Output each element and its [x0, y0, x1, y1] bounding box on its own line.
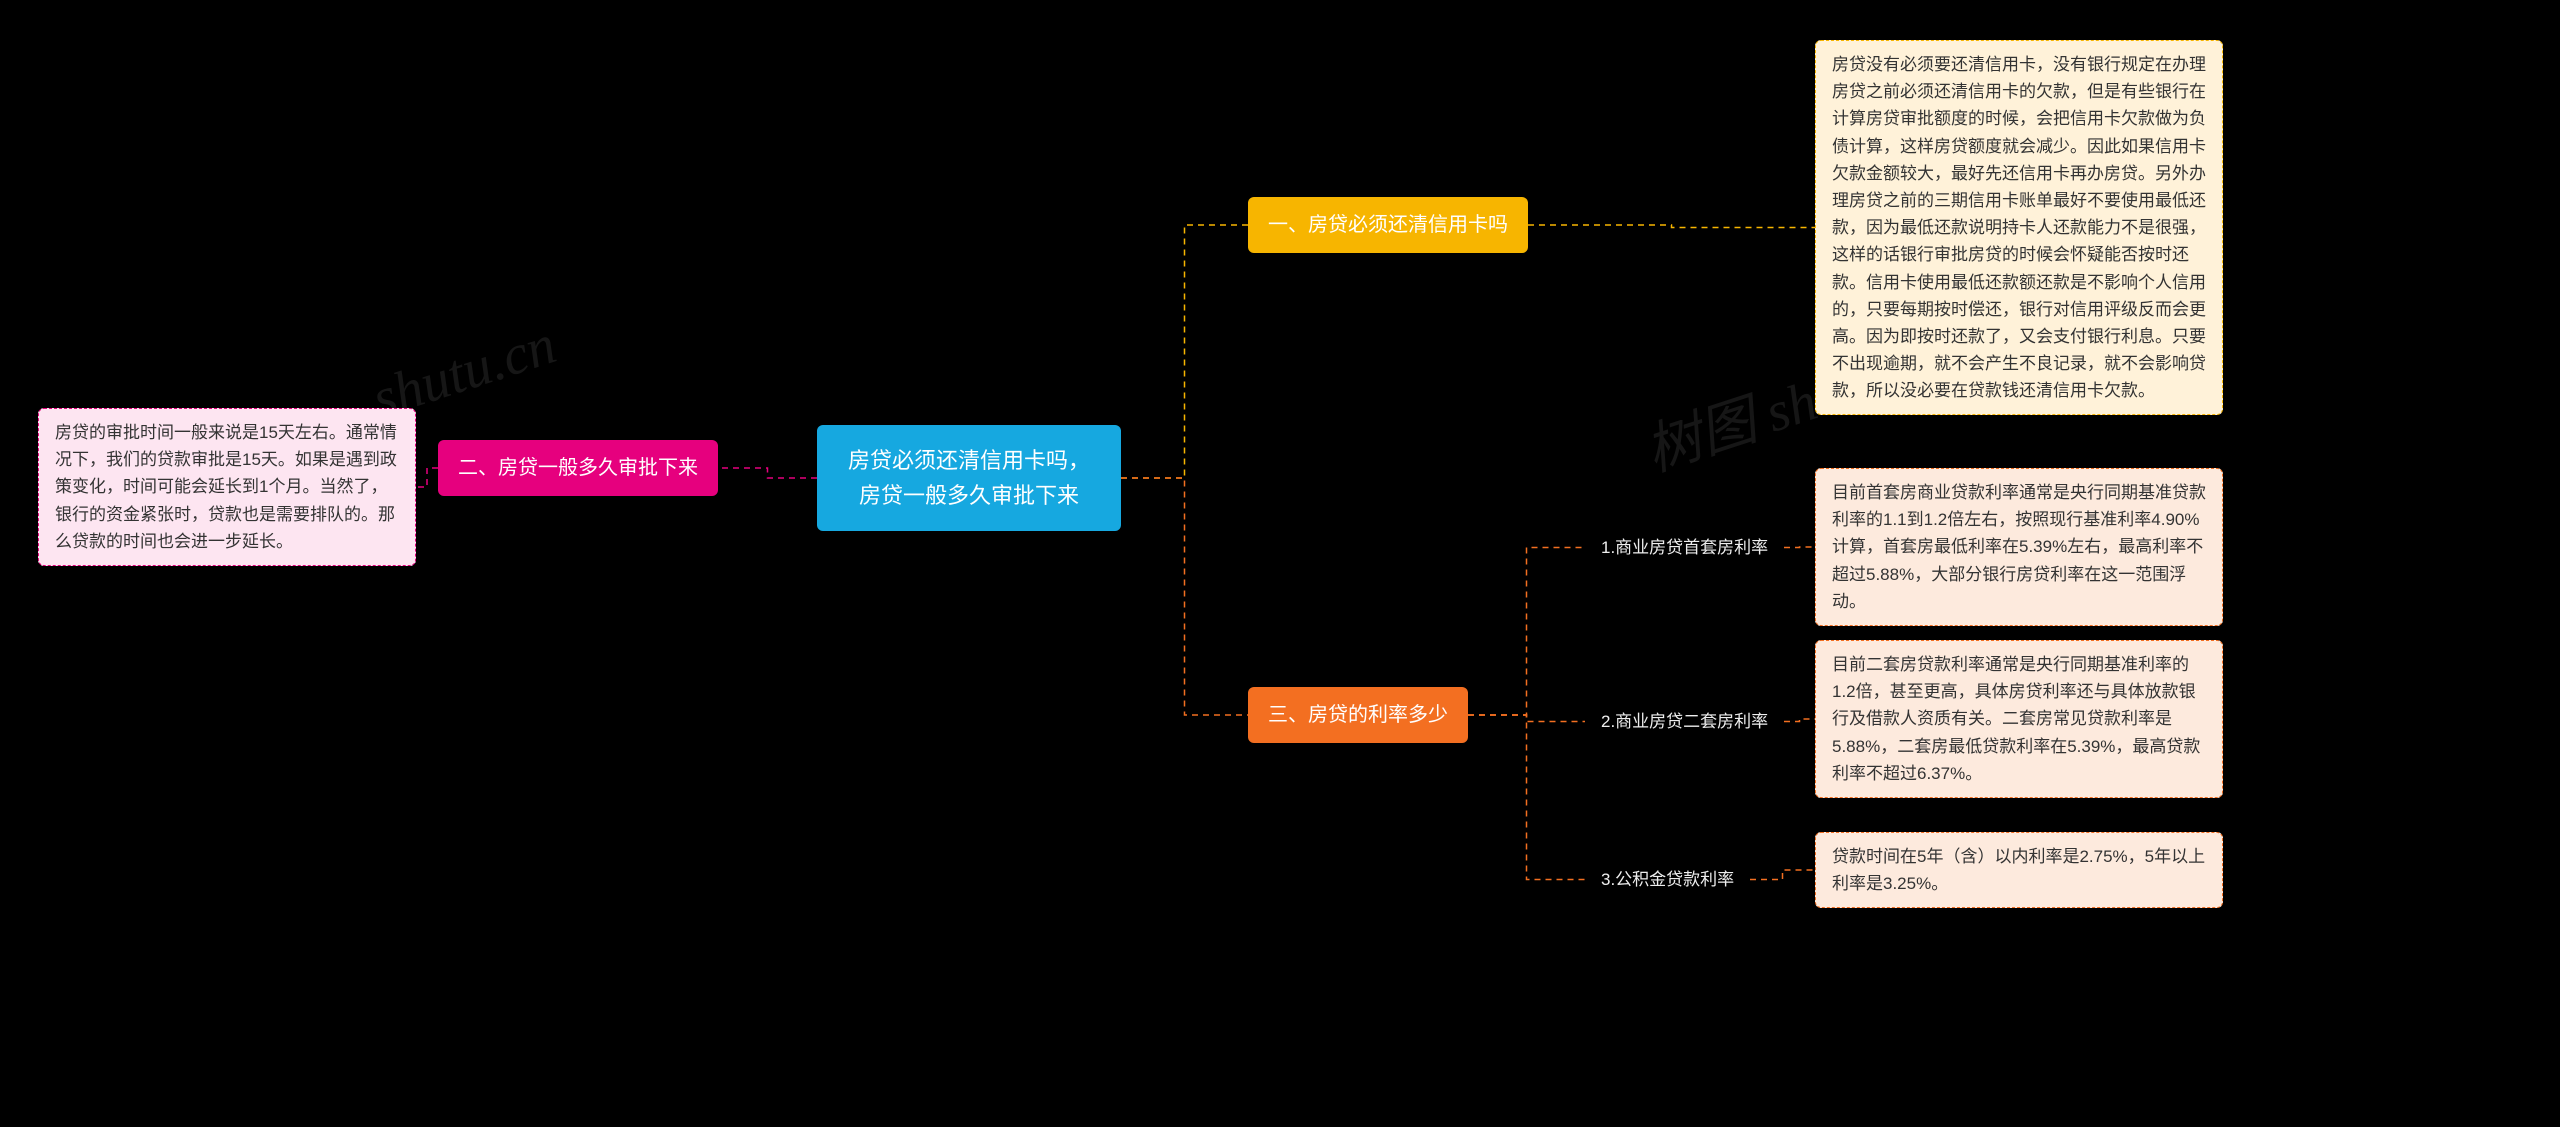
branch-approval-time[interactable]: 二、房贷一般多久审批下来: [438, 440, 718, 496]
sub-commercial-second-rate[interactable]: 2.商业房贷二套房利率: [1585, 698, 1784, 745]
leaf-second-rate-detail: 目前二套房贷款利率通常是央行同期基准利率的1.2倍，甚至更高，具体房贷利率还与具…: [1815, 640, 2223, 798]
center-topic[interactable]: 房贷必须还清信用卡吗， 房贷一般多久审批下来: [817, 425, 1121, 531]
sub-commercial-first-rate[interactable]: 1.商业房贷首套房利率: [1585, 524, 1784, 571]
branch-credit-card[interactable]: 一、房贷必须还清信用卡吗: [1248, 197, 1528, 253]
leaf-first-rate-detail: 目前首套房商业贷款利率通常是央行同期基准贷款利率的1.1到1.2倍左右，按照现行…: [1815, 468, 2223, 626]
center-line2: 房贷一般多久审批下来: [841, 478, 1097, 513]
leaf-approval-time-detail: 房贷的审批时间一般来说是15天左右。通常情况下，我们的贷款审批是15天。如果是遇…: [38, 408, 416, 566]
leaf-provident-detail: 贷款时间在5年（含）以内利率是2.75%，5年以上利率是3.25%。: [1815, 832, 2223, 908]
sub-provident-fund-rate[interactable]: 3.公积金贷款利率: [1585, 856, 1750, 903]
leaf-credit-card-detail: 房贷没有必须要还清信用卡，没有银行规定在办理房贷之前必须还清信用卡的欠款，但是有…: [1815, 40, 2223, 415]
center-line1: 房贷必须还清信用卡吗，: [841, 443, 1097, 478]
branch-interest-rate[interactable]: 三、房贷的利率多少: [1248, 687, 1468, 743]
